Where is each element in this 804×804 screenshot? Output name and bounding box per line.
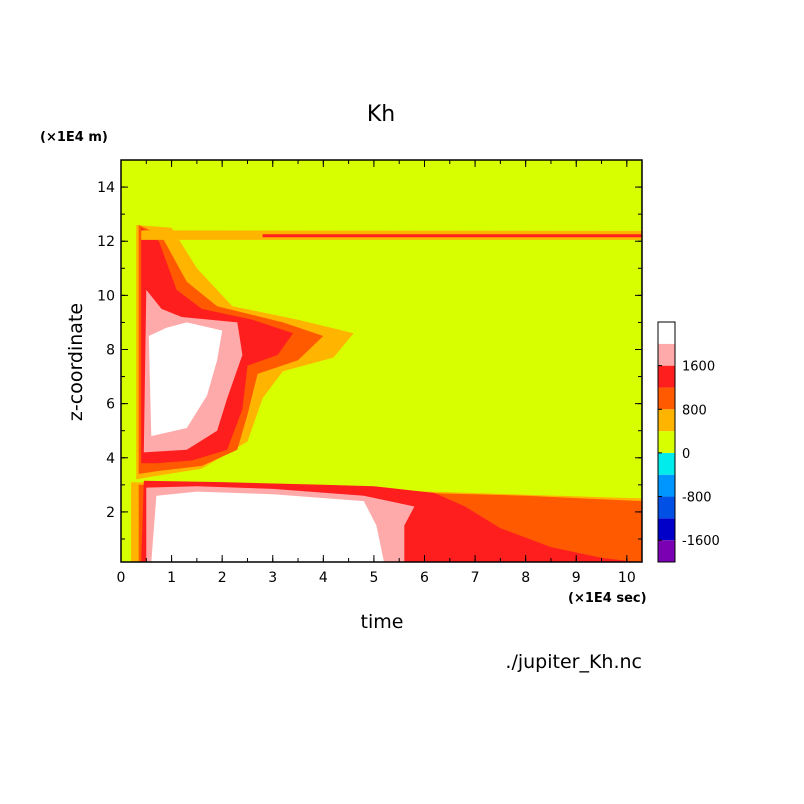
x-tick-label: 0	[117, 570, 126, 586]
colorbar: 1600 800 0 -800 -1600	[657, 321, 720, 563]
x-tick-label: 3	[268, 570, 277, 586]
colorbar-swatch	[658, 540, 675, 562]
colorbar-frame	[657, 321, 676, 563]
colorbar-label: 0	[682, 447, 690, 462]
y-unit-label: (×1E4 m)	[40, 130, 108, 145]
colorbar-swatch	[658, 409, 675, 432]
x-tick-label: 8	[521, 570, 530, 586]
x-tick-label: 10	[618, 570, 636, 586]
colorbar-swatch	[658, 365, 675, 388]
x-tick-label: 4	[319, 570, 328, 586]
y-tick-label: 6	[106, 397, 115, 413]
contour-region-upper-layer-peak	[148, 322, 223, 437]
y-tick-label: 12	[97, 234, 115, 250]
colorbar-swatch-over	[658, 322, 675, 344]
x-tick-label: 9	[572, 570, 581, 586]
x-axis-ticks: 0 1 2 3 4 5 6 7 8 9 10	[117, 160, 636, 586]
colorbar-label: 1600	[682, 360, 715, 375]
y-tick-label: 4	[106, 451, 115, 467]
y-tick-label: 14	[97, 180, 115, 196]
plot-frame	[120, 159, 643, 563]
colorbar-swatch	[658, 431, 675, 453]
plot-area	[121, 160, 642, 562]
y-axis-ticks: 2 4 6 8 10 12 14	[97, 159, 642, 540]
chart-title: Kh	[367, 102, 395, 127]
y-tick-label: 8	[106, 342, 115, 358]
x-axis-label: time	[361, 611, 404, 633]
colorbar-swatch	[658, 387, 675, 410]
x-tick-label: 1	[167, 570, 176, 586]
x-unit-label: (×1E4 sec)	[568, 591, 647, 606]
x-tick-label: 5	[369, 570, 378, 586]
colorbar-swatch	[658, 518, 675, 541]
colorbar-label: 800	[682, 403, 707, 418]
x-tick-label: 2	[218, 570, 227, 586]
x-tick-label: 7	[471, 570, 480, 586]
contour-regions	[131, 225, 642, 562]
contour-region-lower-layer-peak	[151, 491, 384, 562]
colorbar-swatch	[658, 496, 675, 519]
colorbar-swatch	[658, 343, 675, 366]
y-tick-label: 2	[106, 505, 115, 521]
x-tick-label: 6	[420, 570, 429, 586]
y-axis-label: z-coordinate	[65, 303, 87, 421]
colorbar-label: -800	[682, 491, 712, 506]
colorbar-label: -1600	[682, 534, 720, 549]
colorbar-swatch	[658, 452, 675, 475]
colorbar-swatch	[658, 474, 675, 497]
y-tick-label: 10	[97, 288, 115, 304]
source-file-label: ./jupiter_Kh.nc	[505, 651, 642, 673]
contour-region-top-band-strong	[262, 234, 642, 238]
